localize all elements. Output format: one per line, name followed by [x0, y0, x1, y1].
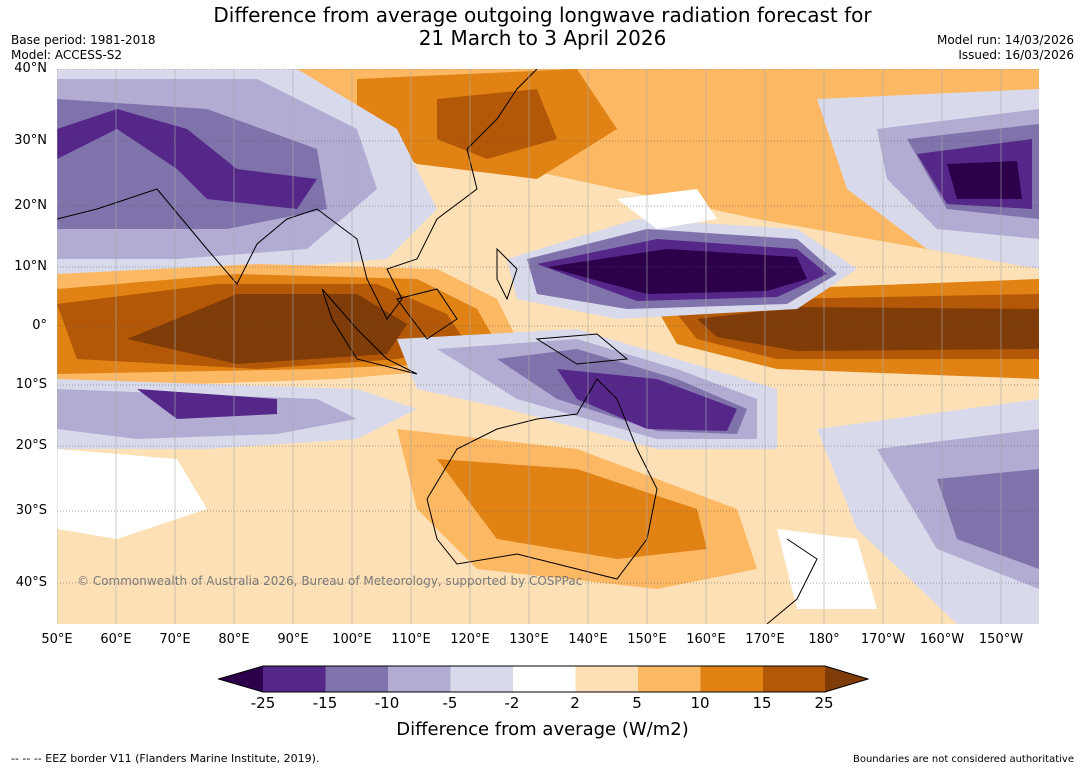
lat-label-40s: 40°S [15, 575, 47, 590]
map-title: Difference from average outgoing longwav… [0, 4, 1085, 50]
neutral-patch-1 [57, 449, 207, 539]
model-name: Model: ACCESS-S2 [11, 48, 123, 62]
contour-eq-core [127, 294, 407, 364]
lat-label-10s: 10°S [15, 377, 47, 392]
cbar-outline [218, 665, 869, 693]
lon-label-160e: 160°E [686, 632, 726, 647]
contour-au-orange [437, 459, 707, 559]
lat-label-40n: 40°N [14, 61, 47, 76]
contour-np-core [547, 249, 807, 294]
cbar-2-5 [575, 666, 638, 692]
lon-label-110e: 110°E [391, 632, 431, 647]
lon-label-140e: 140°E [568, 632, 608, 647]
cbar-label-p25: 25 [814, 694, 834, 712]
anomaly-map [57, 69, 1039, 624]
lat-label-30n: 30°N [14, 133, 47, 148]
lon-label-50e: 50°E [41, 632, 73, 647]
cbar-label-m25: -25 [250, 694, 276, 712]
colorbar-title: Difference from average (W/m2) [396, 719, 689, 740]
cbar-lt-m25 [218, 666, 263, 692]
lat-label-10n: 10°N [14, 259, 47, 274]
issued-date: Issued: 16/03/2026 [958, 48, 1074, 62]
cbar-label-m15: -15 [312, 694, 338, 712]
new-guinea-coast [535, 333, 629, 365]
lon-label-180: 180° [808, 632, 840, 647]
cbar-15-25 [763, 666, 825, 692]
title-line-1: Difference from average outgoing longwav… [213, 3, 872, 27]
cbar-label-m10: -10 [374, 694, 400, 712]
sumatra-coast [321, 288, 418, 375]
colorbar [218, 665, 869, 693]
lon-label-100e: 100°E [332, 632, 372, 647]
lon-label-170w: 170°W [860, 632, 906, 647]
eez-legend: -- -- -- EEZ border V11 (Flanders Marine… [11, 752, 320, 765]
cbar-m5-m2 [450, 666, 513, 692]
cbar-m25-m15 [263, 666, 326, 692]
contour-ep-core [697, 307, 1039, 351]
meta-right: Model run: 14/03/2026 Issued: 16/03/2026 [937, 33, 1074, 63]
contour-sa-dark [57, 109, 317, 209]
borneo-coast [396, 288, 458, 340]
cbar-gt-25 [825, 666, 868, 692]
copyright-notice: © Commonwealth of Australia 2026, Bureau… [77, 574, 583, 588]
contour-sp-mid [937, 469, 1039, 569]
contour-ne-core [947, 161, 1022, 199]
cbar-5-10 [638, 666, 701, 692]
lat-label-0: 0° [32, 318, 47, 333]
lon-label-130e: 130°E [509, 632, 549, 647]
map-svg [57, 69, 1039, 624]
cbar-label-m2: -2 [504, 694, 520, 712]
contour-n-brown [437, 89, 557, 159]
meridians [57, 69, 1002, 624]
lon-label-90e: 90°E [277, 632, 309, 647]
cbar-label-p5: 5 [632, 694, 642, 712]
lat-label-20s: 20°S [15, 438, 47, 453]
asia-coast [57, 69, 538, 320]
lat-label-30s: 30°S [15, 503, 47, 518]
cbar-label-p10: 10 [690, 694, 710, 712]
coastlines [57, 69, 818, 624]
neutral-patch-2 [617, 189, 717, 229]
meta-left: Base period: 1981-2018 Model: ACCESS-S2 [11, 33, 156, 63]
cbar-m10-m5 [388, 666, 451, 692]
new-zealand-coast [766, 538, 818, 624]
lon-label-150e: 150°E [627, 632, 667, 647]
lon-label-80e: 80°E [218, 632, 250, 647]
base-period: Base period: 1981-2018 [11, 33, 156, 47]
lon-label-120e: 120°E [450, 632, 490, 647]
title-line-2: 21 March to 3 April 2026 [418, 26, 667, 50]
philippines-coast [496, 247, 518, 301]
lon-label-60e: 60°E [100, 632, 132, 647]
lon-label-160w: 160°W [919, 632, 965, 647]
cbar-m2-2 [513, 666, 576, 692]
lat-label-20n: 20°N [14, 198, 47, 213]
cbar-label-m5: -5 [442, 694, 458, 712]
model-run: Model run: 14/03/2026 [936, 33, 1074, 47]
cbar-label-p2: 2 [570, 694, 580, 712]
lon-label-170e: 170°E [745, 632, 785, 647]
cbar-label-p15: 15 [752, 694, 772, 712]
lon-label-150w: 150°W [978, 632, 1024, 647]
contour-si-dark [137, 389, 277, 419]
lon-label-70e: 70°E [159, 632, 191, 647]
cbar-m15-m10 [325, 666, 388, 692]
boundary-disclaimer: Boundaries are not considered authoritat… [852, 754, 1074, 765]
cbar-10-15 [700, 666, 763, 692]
